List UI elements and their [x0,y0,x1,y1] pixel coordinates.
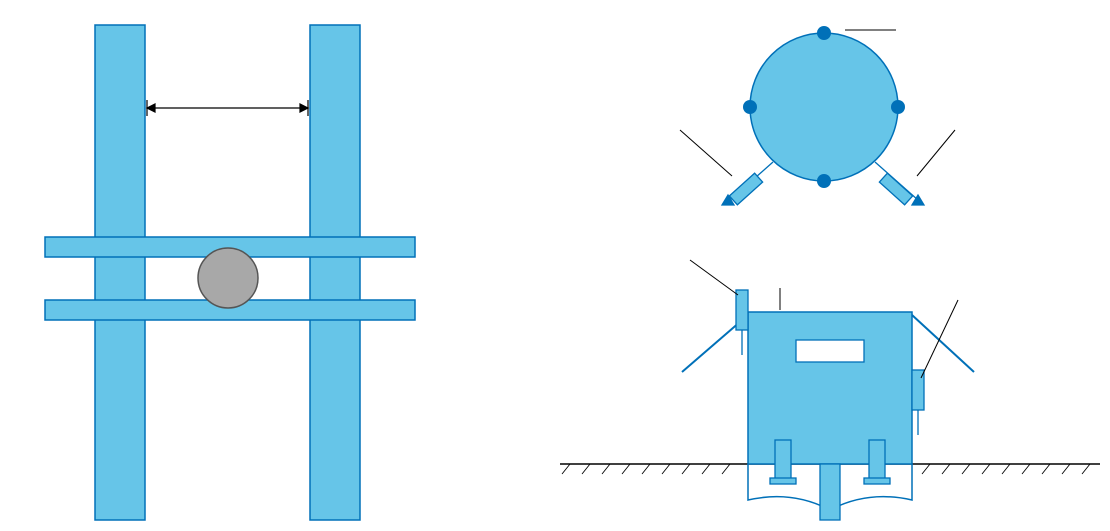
sensor-left-side [736,290,748,355]
pile-top-circle [750,33,898,181]
left-vertical-beam [95,25,145,520]
strut-right [912,315,974,372]
angled-sensor-left [722,162,773,205]
leader-right [917,130,955,176]
pile-body [748,312,912,464]
sensor-dot-bottom [817,174,831,188]
diagram-canvas [0,0,1110,531]
sensor-dot-right [891,100,905,114]
dimension-line [147,100,308,116]
left-jack [775,440,791,480]
leader-left [680,130,732,176]
pile-plate [796,340,864,362]
sensor-dot-top [817,26,831,40]
right-vertical-beam [310,25,360,520]
center-rod [820,464,840,520]
sensor-dot-left [743,100,757,114]
right-jack [869,440,885,480]
sensor-right-side [912,370,924,435]
test-pile-circle [198,248,258,308]
angled-sensor-right [875,162,924,205]
